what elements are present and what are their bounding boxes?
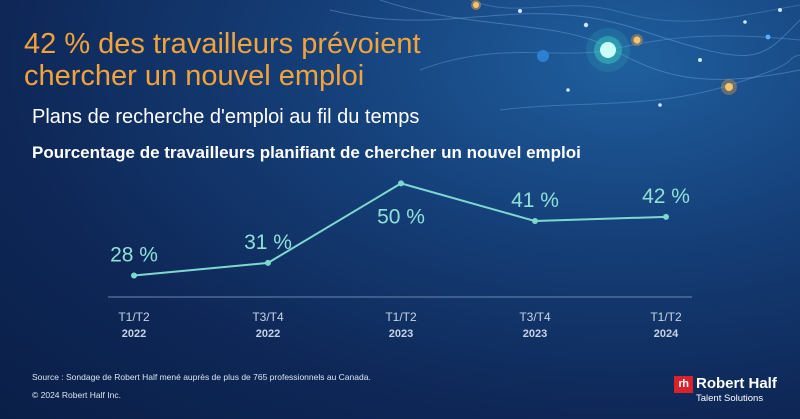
brand-tagline: Talent Solutions [696, 393, 764, 404]
data-label: 42 % [642, 185, 690, 208]
series-line [133, 182, 667, 277]
x-tick-year: 2022 [122, 328, 146, 340]
x-tick-year: 2022 [256, 328, 280, 340]
x-tick-period: T3/T4 [252, 310, 284, 324]
x-tick-period: T1/T2 [118, 310, 150, 324]
x-tick-period: T1/T2 [385, 310, 417, 324]
chart-title: Pourcentage de travailleurs planifiant d… [32, 143, 581, 162]
source-note: Source : Sondage de Robert Half mené aup… [32, 372, 371, 382]
headline: 42 % des travailleurs prévoient chercher… [24, 28, 421, 92]
data-point [663, 213, 669, 220]
x-tick-period: T1/T2 [650, 310, 682, 324]
x-tick-year: 2023 [523, 328, 547, 340]
line-chart: 28 % T1/T2 2022 31 % T3/T4 2022 50 % T1/T2 2023 4… [108, 180, 692, 340]
data-point [532, 218, 538, 225]
data-label: 31 % [244, 231, 292, 254]
brand-name: Robert Half [696, 375, 777, 392]
brand-mark-icon: rh [674, 376, 693, 393]
data-label: 28 % [110, 243, 158, 266]
robert-half-logo: rh Robert Half Talent Solutions [674, 374, 794, 404]
data-point [398, 180, 404, 187]
x-tick-year: 2023 [389, 328, 413, 340]
x-tick-year: 2024 [654, 328, 679, 340]
data-point [131, 272, 137, 279]
subtitle: Plans de recherche d'emploi au fil du te… [32, 106, 420, 128]
copyright-note: © 2024 Robert Half Inc. [32, 390, 121, 400]
data-label: 41 % [511, 189, 559, 212]
data-point [265, 259, 271, 266]
x-tick-period: T3/T4 [519, 310, 551, 324]
data-label: 50 % [377, 205, 425, 228]
